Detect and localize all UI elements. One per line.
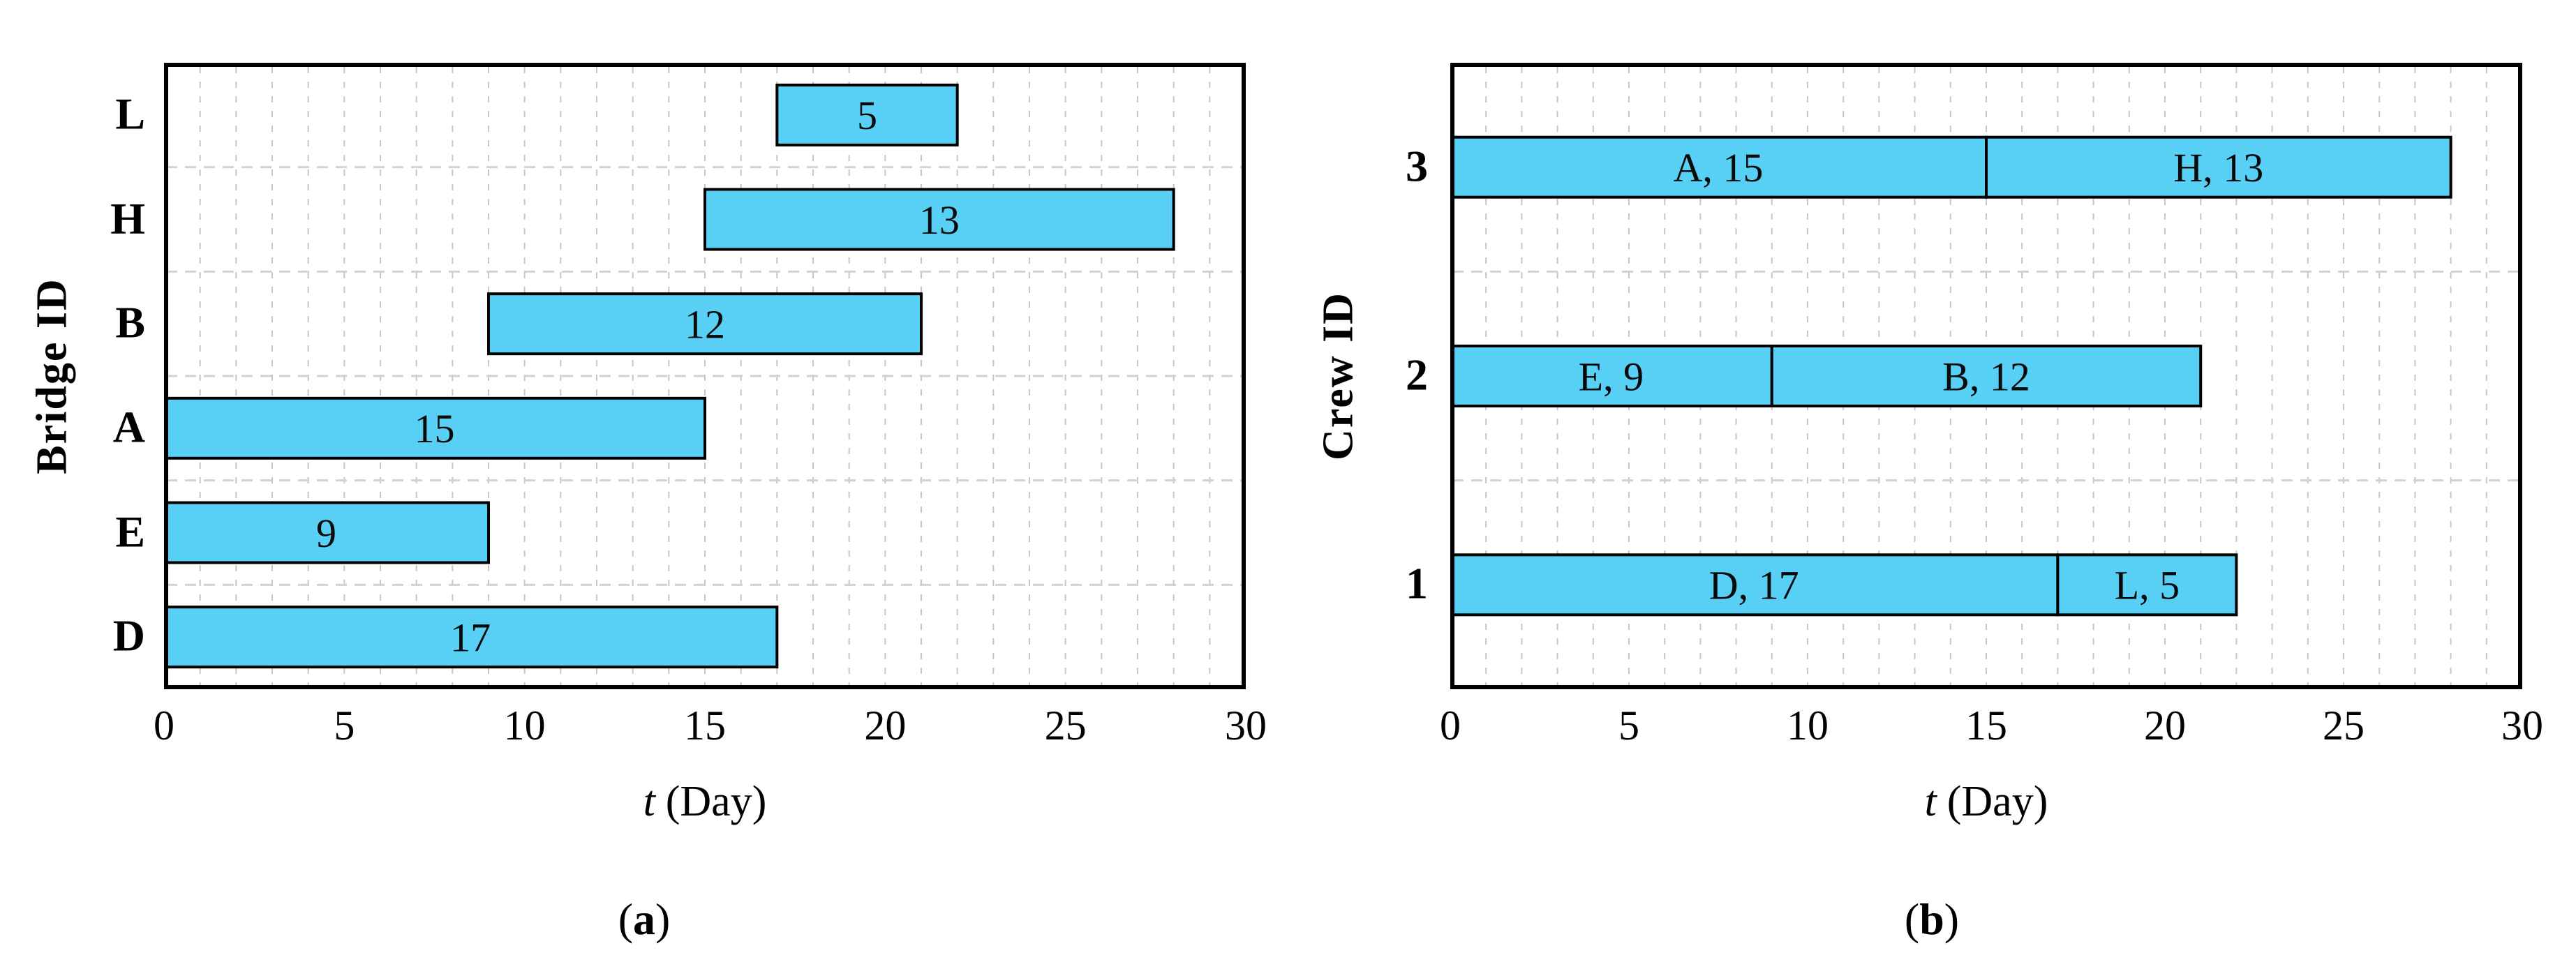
bar-label-1-l-5: L, 5 — [2115, 563, 2180, 608]
x-tick-label-25: 25 — [1044, 702, 1087, 749]
bar-label-h-13: 13 — [919, 197, 960, 243]
bar-3-a-15 — [1450, 135, 1988, 199]
y-category-label-2: 2 — [1406, 350, 1428, 400]
bar-label-b-12: 12 — [685, 301, 725, 347]
x-tick-label-5: 5 — [1618, 702, 1639, 749]
plot-border — [164, 63, 1246, 689]
bar-label-l-5: 5 — [857, 93, 877, 138]
bar-label-2-b-12: B, 12 — [1942, 354, 2030, 399]
caption-letter: a — [633, 894, 655, 944]
x-tick-label-10: 10 — [503, 702, 546, 749]
bar-label-1-d-17: D, 17 — [1709, 563, 1799, 608]
bar-a-15 — [164, 396, 706, 460]
y-category-label-l: L — [115, 89, 145, 139]
subfigure-caption-b: (b) — [1905, 897, 1959, 942]
bar-3-h-13 — [1985, 135, 2452, 199]
x-axis-title-a: t (Day) — [643, 780, 767, 823]
y-category-label-1: 1 — [1406, 559, 1428, 609]
y-category-label-e: E — [115, 506, 145, 557]
caption-open-paren: ( — [618, 894, 633, 944]
x-axis-title-b: t (Day) — [1925, 780, 2048, 823]
x-tick-label-10: 10 — [1787, 702, 1829, 749]
plot-area-b: A, 15 H, 13 E, 9 B, 12 D, 17 L, 5 — [1450, 63, 2522, 689]
caption-close-paren: ) — [1944, 894, 1960, 944]
bar-e-9 — [164, 501, 490, 564]
y-category-label-d: D — [112, 610, 145, 661]
caption-letter: b — [1919, 894, 1944, 944]
bar-label-2-e-9: E, 9 — [1579, 354, 1644, 399]
x-axis-title-unit: (Day) — [1946, 778, 2048, 825]
bar-label-a-15: 15 — [415, 406, 455, 451]
x-axis-title-unit: (Day) — [665, 778, 767, 825]
caption-close-paren: ) — [655, 894, 671, 944]
plot-area-a: 5 13 12 15 9 17 — [164, 63, 1246, 689]
bar-2-b-12 — [1770, 345, 2203, 407]
x-tick-label-30: 30 — [1225, 702, 1267, 749]
bar-label-3-h-13: H, 13 — [2173, 145, 2263, 190]
caption-open-paren: ( — [1904, 894, 1920, 944]
x-tick-label-20: 20 — [864, 702, 907, 749]
bar-l-5 — [775, 83, 959, 146]
bar-label-e-9: 9 — [316, 511, 336, 556]
y-category-label-h: H — [110, 193, 145, 243]
plot-border — [1450, 63, 2522, 689]
bar-d-17 — [164, 606, 779, 669]
bar-label-d-17: 17 — [450, 615, 491, 660]
bar-label-3-a-15: A, 15 — [1674, 145, 1764, 190]
x-tick-label-0: 0 — [1440, 702, 1461, 749]
y-category-label-3: 3 — [1406, 141, 1428, 191]
x-tick-label-15: 15 — [1965, 702, 2007, 749]
bar-1-l-5 — [2056, 553, 2238, 617]
x-tick-label-30: 30 — [2501, 702, 2543, 749]
bar-1-d-17 — [1450, 553, 2060, 617]
x-tick-label-15: 15 — [684, 702, 726, 749]
x-tick-label-0: 0 — [154, 702, 174, 749]
x-tick-label-25: 25 — [2323, 702, 2365, 749]
x-axis-title-t-symbol: t — [1924, 778, 1937, 825]
bar-b-12 — [487, 292, 923, 356]
bar-h-13 — [703, 188, 1175, 251]
x-axis-title-t-symbol: t — [643, 778, 655, 825]
x-tick-label-5: 5 — [334, 702, 355, 749]
x-tick-label-20: 20 — [2144, 702, 2186, 749]
y-category-label-a: A — [112, 402, 145, 452]
y-category-label-b: B — [115, 297, 145, 347]
subfigure-caption-a: (a) — [618, 897, 671, 942]
